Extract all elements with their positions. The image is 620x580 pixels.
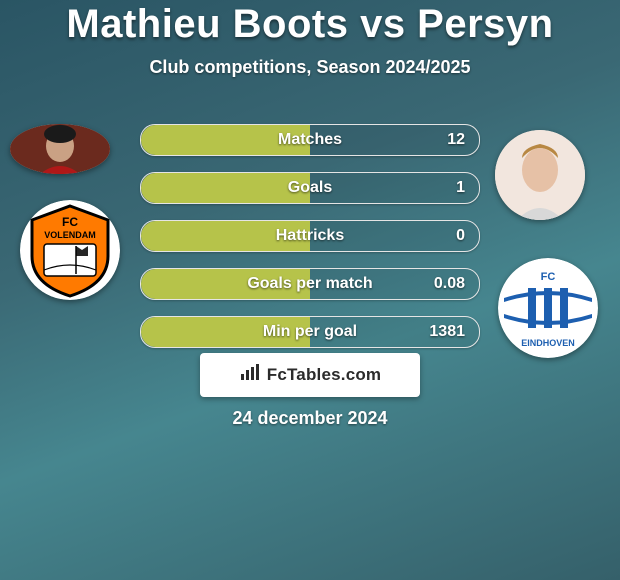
stat-label: Goals per match xyxy=(141,269,479,299)
stat-value: 1 xyxy=(456,173,465,203)
player-left-avatar xyxy=(10,124,110,174)
stat-label: Matches xyxy=(141,125,479,155)
stat-label: Hattricks xyxy=(141,221,479,251)
stat-row: Matches 12 xyxy=(140,124,480,156)
svg-text:VOLENDAM: VOLENDAM xyxy=(44,230,96,240)
avatar-right-svg xyxy=(495,130,585,220)
infographic-root: Mathieu Boots vs Persyn Club competition… xyxy=(0,0,620,580)
stat-value: 0.08 xyxy=(434,269,465,299)
svg-text:EINDHOVEN: EINDHOVEN xyxy=(521,338,575,348)
stat-row: Goals per match 0.08 xyxy=(140,268,480,300)
club-left-svg: FC VOLENDAM xyxy=(20,200,120,300)
page-title: Mathieu Boots vs Persyn xyxy=(0,0,620,47)
club-right-svg: FC EINDHOVEN xyxy=(498,258,598,358)
stat-row: Min per goal 1381 xyxy=(140,316,480,348)
stat-row: Hattricks 0 xyxy=(140,220,480,252)
avatar-left-svg xyxy=(10,124,110,174)
stat-value: 12 xyxy=(447,125,465,155)
footer-date: 24 december 2024 xyxy=(0,408,620,429)
page-subtitle: Club competitions, Season 2024/2025 xyxy=(0,57,620,78)
brand-card: FcTables.com xyxy=(200,353,420,397)
stat-label: Goals xyxy=(141,173,479,203)
stat-row: Goals 1 xyxy=(140,172,480,204)
svg-text:FC: FC xyxy=(541,271,556,283)
stat-value: 0 xyxy=(456,221,465,251)
club-right-badge: FC EINDHOVEN xyxy=(498,258,598,358)
svg-text:FC: FC xyxy=(62,215,78,229)
stats-area: Matches 12 Goals 1 Hattricks 0 Goals per… xyxy=(140,124,480,364)
stat-value: 1381 xyxy=(429,317,465,347)
player-right-avatar xyxy=(495,130,585,220)
club-left-badge: FC VOLENDAM xyxy=(20,200,120,300)
brand-text: FcTables.com xyxy=(267,365,382,385)
chart-icon xyxy=(239,364,261,387)
